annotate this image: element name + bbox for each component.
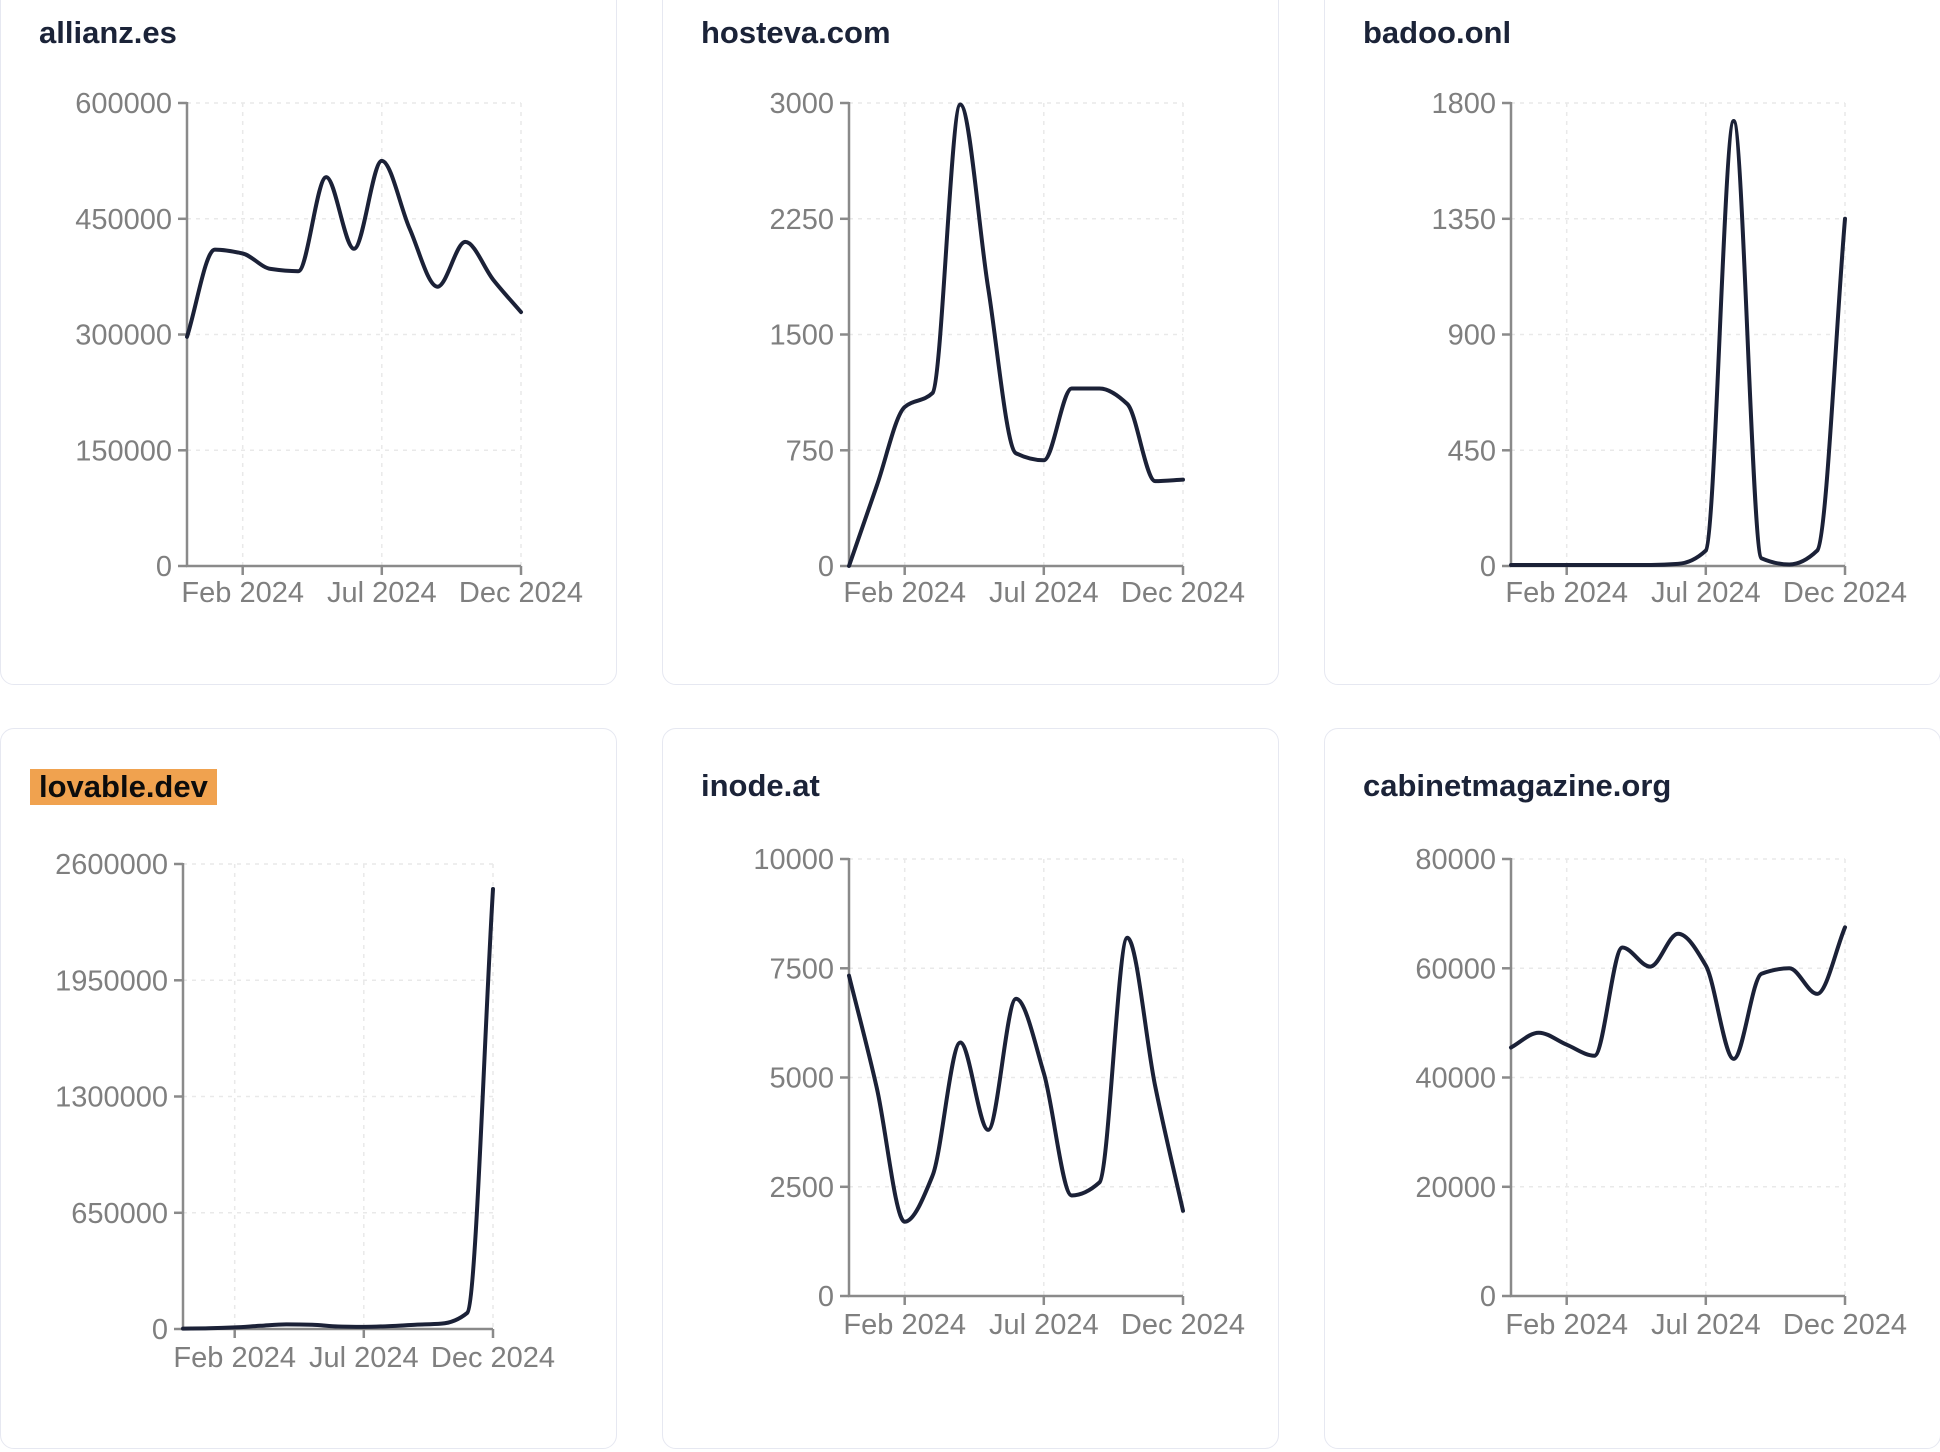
svg-text:20000: 20000 xyxy=(1415,1172,1496,1204)
svg-text:Jul 2024: Jul 2024 xyxy=(989,1309,1099,1341)
svg-text:1950000: 1950000 xyxy=(55,965,168,997)
svg-text:0: 0 xyxy=(156,551,172,583)
svg-text:0: 0 xyxy=(1480,1281,1496,1313)
svg-text:10000: 10000 xyxy=(753,844,834,876)
svg-text:5000: 5000 xyxy=(769,1063,834,1095)
svg-text:150000: 150000 xyxy=(75,435,172,467)
svg-text:60000: 60000 xyxy=(1415,953,1496,985)
svg-text:2250: 2250 xyxy=(769,204,834,236)
chart-card-inode[interactable]: inode.at 0 2500 5000 7500 10000 Feb 2024 Jul 2… xyxy=(662,728,1279,1449)
svg-text:Dec 2024: Dec 2024 xyxy=(431,1342,555,1374)
svg-text:0: 0 xyxy=(1480,551,1496,583)
svg-text:1350: 1350 xyxy=(1431,204,1496,236)
svg-text:1500: 1500 xyxy=(769,320,834,352)
svg-text:Feb 2024: Feb 2024 xyxy=(843,577,966,609)
svg-text:Feb 2024: Feb 2024 xyxy=(843,1309,966,1341)
svg-text:Jul 2024: Jul 2024 xyxy=(1651,577,1761,609)
svg-text:Feb 2024: Feb 2024 xyxy=(1505,577,1628,609)
domain-name: inode.at xyxy=(701,768,820,803)
svg-text:0: 0 xyxy=(818,1281,834,1313)
svg-text:Feb 2024: Feb 2024 xyxy=(181,577,304,609)
svg-text:Dec 2024: Dec 2024 xyxy=(1783,1309,1907,1341)
chart-card-allianz[interactable]: allianz.es 0 150000 300000 450000 600000 Feb … xyxy=(0,0,617,685)
svg-text:Dec 2024: Dec 2024 xyxy=(459,577,583,609)
svg-text:Dec 2024: Dec 2024 xyxy=(1121,1309,1245,1341)
svg-text:7500: 7500 xyxy=(769,953,834,985)
svg-text:600000: 600000 xyxy=(75,88,172,120)
domain-name: allianz.es xyxy=(39,15,177,50)
svg-text:3000: 3000 xyxy=(769,88,834,120)
svg-text:Dec 2024: Dec 2024 xyxy=(1783,577,1907,609)
domain-name: cabinetmagazine.org xyxy=(1363,768,1672,803)
svg-text:Dec 2024: Dec 2024 xyxy=(1121,577,1245,609)
line-chart: 0 150000 300000 450000 600000 Feb 2024 Jul 202… xyxy=(75,88,583,609)
line-chart: 0 650000 1300000 1950000 2600000 Feb 2024 Jul … xyxy=(55,849,555,1374)
chart-card-hosteva[interactable]: hosteva.com 0 750 1500 2250 3000 Feb 2024 Jul … xyxy=(662,0,1279,685)
card-title: lovable.dev xyxy=(30,769,217,806)
svg-text:750: 750 xyxy=(786,435,834,467)
svg-text:80000: 80000 xyxy=(1415,844,1496,876)
svg-text:2500: 2500 xyxy=(769,1172,834,1204)
card-title: cabinetmagazine.org xyxy=(1363,768,1672,803)
svg-text:40000: 40000 xyxy=(1415,1063,1496,1095)
domain-name: hosteva.com xyxy=(701,15,891,50)
chart-card-cabinetmagazine[interactable]: cabinetmagazine.org 0 20000 40000 60000 8000… xyxy=(1324,728,1940,1449)
line-chart: 0 20000 40000 60000 80000 Feb 2024 Jul 2024 Dec… xyxy=(1415,844,1907,1341)
svg-text:450: 450 xyxy=(1448,435,1496,467)
svg-text:Jul 2024: Jul 2024 xyxy=(309,1342,419,1374)
line-chart: 0 2500 5000 7500 10000 Feb 2024 Jul 2024 Dec 20… xyxy=(753,844,1245,1341)
svg-text:2600000: 2600000 xyxy=(55,849,168,881)
domain-name: lovable.dev xyxy=(30,769,217,806)
chart-card-badoo[interactable]: badoo.onl 0 450 900 1350 1800 Feb 2024 Jul 202… xyxy=(1324,0,1940,685)
svg-text:Feb 2024: Feb 2024 xyxy=(1505,1309,1628,1341)
svg-text:Feb 2024: Feb 2024 xyxy=(173,1342,296,1374)
line-chart: 0 450 900 1350 1800 Feb 2024 Jul 2024 Dec 2024 xyxy=(1431,88,1907,609)
svg-text:0: 0 xyxy=(152,1314,168,1346)
svg-text:0: 0 xyxy=(818,551,834,583)
card-title: allianz.es xyxy=(39,15,177,50)
svg-text:650000: 650000 xyxy=(71,1198,168,1230)
line-chart: 0 750 1500 2250 3000 Feb 2024 Jul 2024 Dec 2024 xyxy=(769,88,1245,609)
svg-text:Jul 2024: Jul 2024 xyxy=(1651,1309,1761,1341)
svg-text:900: 900 xyxy=(1448,320,1496,352)
svg-text:1300000: 1300000 xyxy=(55,1082,168,1114)
card-title: hosteva.com xyxy=(701,15,891,50)
domain-name: badoo.onl xyxy=(1363,15,1512,50)
svg-text:300000: 300000 xyxy=(75,320,172,352)
card-title: badoo.onl xyxy=(1363,15,1512,50)
svg-text:450000: 450000 xyxy=(75,204,172,236)
svg-text:Jul 2024: Jul 2024 xyxy=(989,577,1099,609)
card-title: inode.at xyxy=(701,768,820,803)
chart-card-lovable[interactable]: lovable.dev 0 650000 1300000 1950000 2600000… xyxy=(0,728,617,1449)
svg-text:Jul 2024: Jul 2024 xyxy=(327,577,437,609)
svg-text:1800: 1800 xyxy=(1431,88,1496,120)
